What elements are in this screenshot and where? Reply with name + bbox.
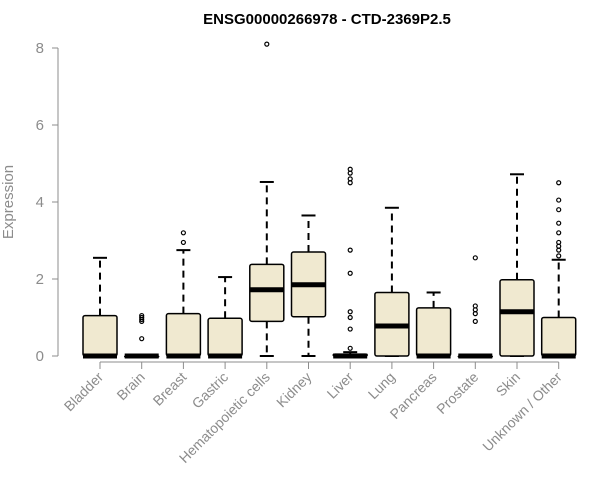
boxes-group <box>82 41 577 359</box>
box-10 <box>457 255 494 359</box>
outlier-point <box>264 41 270 47</box>
box-rect <box>540 316 577 357</box>
box-2 <box>123 312 160 359</box>
box-rect <box>165 312 202 357</box>
outlier-point <box>472 318 478 324</box>
x-tick-label: Bladder <box>61 369 107 415</box>
box-rect <box>207 317 243 357</box>
outlier-point <box>556 197 562 203</box>
box-9 <box>415 291 452 359</box>
outlier-point <box>139 336 145 342</box>
box-rect <box>249 263 285 323</box>
box-5 <box>249 41 285 357</box>
outlier-point <box>556 207 562 213</box>
outlier-point <box>347 314 353 321</box>
box-8 <box>374 206 410 357</box>
x-tick-label: Lung <box>365 369 398 402</box>
outlier-point <box>347 270 353 276</box>
box-6 <box>290 214 327 357</box>
outlier-point <box>556 253 562 259</box>
outlier-point <box>347 176 353 182</box>
y-axis-label: Expression <box>0 165 17 239</box>
box-4 <box>207 276 243 359</box>
outlier-point <box>347 309 353 315</box>
box-rect <box>82 314 118 357</box>
box-rect <box>499 279 535 357</box>
y-tick-label: 8 <box>36 40 44 57</box>
outlier-point <box>139 314 145 321</box>
box-rect <box>415 307 452 357</box>
outlier-point <box>347 326 353 332</box>
outlier-point <box>180 230 186 236</box>
outlier-point <box>556 239 562 246</box>
box-7 <box>332 166 368 359</box>
y-tick-label: 4 <box>36 194 44 211</box>
x-tick-label: Liver <box>324 369 357 402</box>
outlier-point <box>180 239 186 246</box>
outlier-point <box>347 166 353 172</box>
y-tick-label: 0 <box>36 348 44 365</box>
box-11 <box>499 173 535 357</box>
outlier-point <box>556 230 562 236</box>
x-tick-label: Kidney <box>273 369 315 411</box>
x-tick-label: Unknown / Other <box>479 369 565 455</box>
y-axis: 0 2 4 6 8 <box>36 40 59 365</box>
x-tick-label: Breast <box>150 369 190 409</box>
x-tick-label: Skin <box>493 369 524 400</box>
box-1 <box>82 256 118 359</box>
x-tick-label: Prostate <box>433 369 481 417</box>
chart-title: ENSG00000266978 - CTD-2369P2.5 <box>203 11 451 28</box>
box-12 <box>540 180 577 359</box>
outlier-point <box>347 247 353 253</box>
box-3 <box>165 230 202 359</box>
outlier-point <box>472 255 478 261</box>
outlier-point <box>347 345 353 351</box>
outlier-point <box>556 180 562 186</box>
x-tick-label: Brain <box>113 369 147 403</box>
outlier-point <box>556 220 562 226</box>
y-tick-label: 2 <box>36 271 44 288</box>
y-tick-label: 6 <box>36 117 44 134</box>
outlier-point <box>472 303 478 309</box>
outlier-point <box>139 312 145 319</box>
